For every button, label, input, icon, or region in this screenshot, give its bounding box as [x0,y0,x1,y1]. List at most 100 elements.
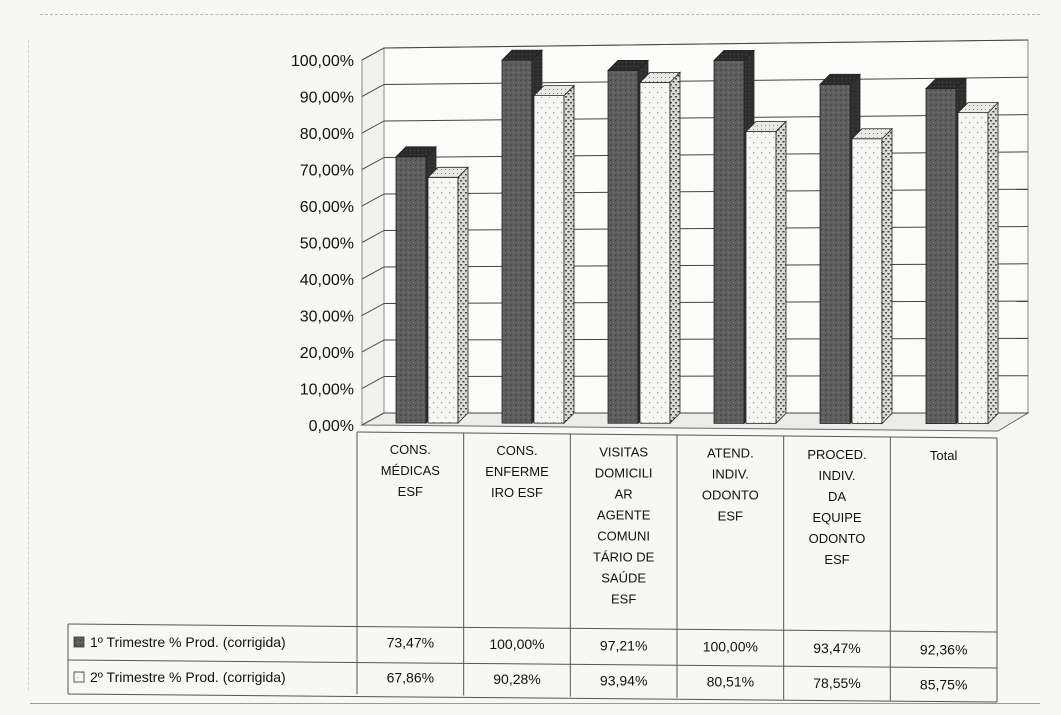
gridline [383,114,1029,122]
bar-top [395,146,437,158]
gridline [383,151,1029,158]
category-label: COMUNI [597,528,650,543]
table-line [67,659,998,669]
gridline [383,76,1029,85]
bar-top [851,128,893,140]
category-label: ENFERME [485,464,549,479]
legend-swatch [73,671,85,683]
bar-top [819,73,861,85]
legend-swatch [73,636,85,648]
bar [533,95,565,424]
bar [851,138,883,424]
gridline-side [361,157,385,170]
gridline [383,300,1029,304]
y-tick-label: 80,00% [300,126,354,143]
bar-top [925,78,967,89]
category-label: DA [828,489,846,504]
bar [639,81,671,424]
category-label: AR [615,486,633,501]
bar-top [533,85,575,96]
data-label: 100,00% [703,639,758,655]
table-line [67,623,998,633]
category-label: DOMICILI [595,465,653,480]
bar [395,156,427,424]
category-label: AGENTE [597,507,651,522]
gridline-side [361,84,385,97]
y-tick-label: 50,00% [300,236,354,253]
data-label: 90,28% [493,671,540,687]
bar-top [607,60,649,71]
category-label: ESF [611,591,636,606]
scan-border-left [28,40,29,690]
category-label: Total [930,448,958,463]
data-label: 93,47% [813,640,860,656]
bar [501,59,533,424]
bar-side [881,127,893,425]
gridlines [361,39,1029,426]
category-label: ESF [824,552,849,567]
bar [819,83,851,424]
table-line [67,693,998,703]
category-label: CONS. [496,443,537,458]
bar [745,131,777,424]
category-label: VISITAS [599,444,648,459]
gridline [383,337,1029,341]
bar [957,112,989,424]
category-label: MÉDICAS [381,463,441,478]
category-label: ESF [718,509,743,524]
category-label: ODONTO [809,531,866,546]
category-label: INDIV. [818,468,855,483]
legend-label: 2º Trimestre % Prod. (corrigida) [90,669,286,685]
category-label: ODONTO [702,488,759,503]
gridline-side [361,266,385,280]
y-tick-label: 30,00% [300,309,354,326]
bar-top [713,49,755,61]
category-label: PROCED. [807,447,866,462]
bar-top [427,166,469,178]
bar-side [987,101,999,425]
gridline [383,188,1029,195]
y-tick-label: 90,00% [300,90,354,107]
gridline-side [361,412,385,426]
data-table: CONS. MÉDICAS ESF CONS. ENFERME IRO ESF VISITA… [67,431,998,703]
y-tick-label: 100,00% [291,53,354,70]
y-tick-label: 0,00% [309,418,354,435]
bar-side [669,71,681,425]
y-tick-label: 60,00% [300,199,354,216]
bar [427,176,459,424]
bar-side [457,166,469,424]
y-tick-label: 10,00% [300,382,354,399]
gridline-side [361,193,385,207]
gridline-side [361,230,385,243]
category-label: ATEND. [707,446,754,461]
gridline-side [361,120,385,134]
bar-top [639,71,681,83]
data-label: 100,00% [489,636,544,652]
data-label: 73,47% [387,635,434,651]
gridline [383,263,1029,268]
y-tick-label: 20,00% [300,345,354,362]
category-label: SAÚDE [601,570,646,585]
y-axis-ticks: 0,00% 10,00% 20,00% 30,00% 40,00% 50,00% 60,00… [291,53,354,435]
bar-side [563,84,575,425]
gridline-side [361,339,385,353]
bar [607,70,639,424]
scan-border-bottom [30,703,1040,704]
data-label: 85,75% [920,676,967,692]
bar-top [957,102,999,114]
data-label: 78,55% [813,675,860,691]
bars [395,49,999,425]
data-label: 67,86% [387,670,434,686]
category-label: TÁRIO DE [593,549,655,564]
scan-border-top [40,14,1040,15]
category-label: EQUIPE [812,510,861,525]
gridline-side [361,47,385,61]
bar-top [501,49,543,61]
bar [925,88,957,425]
y-tick-label: 70,00% [300,163,354,180]
bar [713,59,745,424]
category-label: IRO ESF [491,485,543,500]
category-label: CONS. [390,442,431,457]
